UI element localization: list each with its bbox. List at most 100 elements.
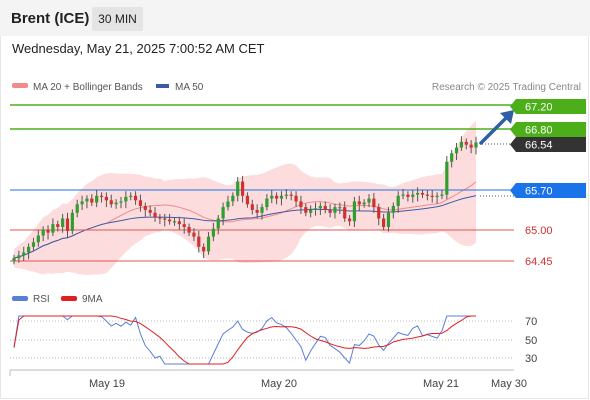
candle-body [119, 201, 123, 203]
candle-body [245, 195, 250, 205]
ma50-line [13, 195, 477, 259]
candle-body [104, 196, 108, 201]
ma20-legend-label: MA 20 + Bollinger Bands [33, 82, 143, 93]
candle-body [216, 218, 220, 229]
candle-body [197, 236, 201, 247]
candle-body [440, 194, 444, 196]
candle-body [328, 209, 332, 213]
datetime-label: Wednesday, May 21, 2025 7:00:52 AM CET [12, 41, 265, 56]
bollinger-band [13, 120, 477, 276]
candle-body [46, 229, 50, 233]
candle-body [236, 181, 240, 196]
x-label-may19: May 19 [89, 378, 125, 390]
candle-body [12, 258, 16, 261]
timeframe-button[interactable]: 30 MIN [92, 7, 143, 31]
price-label-65-70: 65.70 [510, 183, 586, 198]
candle-body [240, 181, 245, 196]
candle-body [464, 141, 468, 145]
candle-body [61, 218, 65, 227]
instrument-title: Brent (ICE) [11, 10, 90, 27]
ma50-legend-swatch [156, 84, 169, 88]
candle-body [309, 209, 313, 213]
rsi-9ma-line [13, 315, 476, 365]
svg-text:67.20: 67.20 [525, 102, 553, 114]
price-label-64-45: 64.45 [525, 256, 553, 268]
ma50-legend-label: MA 50 [175, 82, 204, 93]
candle-body [31, 242, 36, 247]
price-label-67-20: 67.20 [510, 99, 586, 114]
candle-body [469, 144, 473, 148]
credit-text: Research © 2025 Trading Central [432, 82, 581, 93]
candle-body [299, 201, 303, 208]
candle-body [430, 195, 434, 197]
candle-body [138, 200, 143, 206]
rsi-legend-swatch [12, 296, 28, 301]
forecast-arrow [479, 110, 514, 145]
candle-body [265, 198, 269, 208]
candle-body [187, 226, 191, 233]
candle-body [294, 195, 298, 202]
candle-body [323, 205, 327, 210]
candle-body [17, 255, 21, 259]
candle-body [75, 204, 79, 213]
candle-body [445, 161, 449, 195]
candle-body [391, 205, 395, 213]
candle-body [163, 218, 167, 220]
candle-body [284, 194, 288, 196]
rsi-lines [13, 315, 476, 365]
candle-body [85, 198, 89, 202]
candle-body [275, 195, 279, 199]
svg-text:66.80: 66.80 [525, 125, 553, 137]
candle-body [51, 224, 55, 233]
candle-body [22, 252, 26, 256]
candlestick-series [12, 136, 478, 265]
candle-body [401, 194, 405, 196]
candle-body [367, 198, 371, 203]
candle-body [231, 195, 235, 202]
candle-body [347, 218, 352, 222]
candle-body [192, 232, 196, 237]
price-label-66-54: 66.54 [510, 137, 586, 152]
candle-body [221, 207, 225, 219]
candle-body [124, 196, 128, 202]
ma20-legend-swatch [12, 83, 28, 88]
candle-body [454, 147, 459, 154]
x-label-may21: May 21 [423, 378, 459, 390]
candle-body [211, 228, 215, 237]
svg-text:66.54: 66.54 [525, 140, 553, 152]
candle-body [153, 212, 157, 218]
candle-body [435, 195, 439, 197]
candle-body [129, 195, 133, 197]
rsi-tick-50: 50 [525, 335, 537, 347]
candle-body [172, 221, 177, 223]
price-label-66-80: 66.80 [510, 122, 586, 137]
rsi-tick-70: 70 [525, 316, 537, 328]
x-label-may20: May 20 [261, 378, 297, 390]
candle-body [411, 194, 415, 197]
rsi-legend-label: RSI [33, 294, 50, 305]
candle-body [377, 207, 381, 219]
x-label-may30: May 30 [491, 378, 527, 390]
candle-body [109, 200, 113, 205]
candle-body [65, 218, 70, 231]
candle-body [474, 142, 478, 148]
candle-body [382, 218, 386, 227]
candle-body [99, 195, 104, 197]
candle-body [148, 209, 152, 213]
candle-body [158, 217, 162, 219]
candle-body [41, 229, 45, 236]
candle-body [352, 201, 357, 222]
candle-body [36, 235, 40, 243]
candle-body [80, 201, 84, 205]
candle-body [343, 207, 347, 219]
candle-body [450, 153, 454, 162]
rsi-tick-30: 30 [525, 353, 537, 365]
candle-body [372, 198, 376, 208]
candle-body [26, 246, 31, 253]
candle-body [70, 212, 74, 231]
candle-body [279, 195, 284, 199]
candle-body [425, 194, 429, 196]
candle-body [95, 195, 99, 203]
candle-body [304, 207, 308, 213]
